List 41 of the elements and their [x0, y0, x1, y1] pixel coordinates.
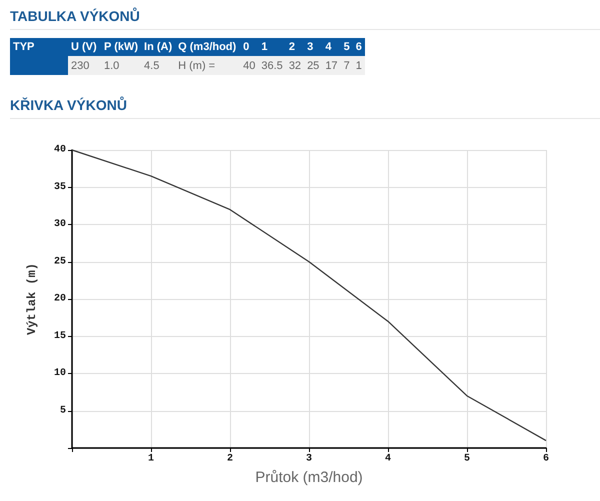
text: 230 — [68, 56, 101, 75]
text: 36.5 — [258, 56, 286, 75]
text: 3 — [304, 38, 322, 56]
text: H (m) = — [175, 56, 240, 75]
text: 0 — [240, 38, 258, 56]
y-tick-label: 35 — [54, 182, 66, 193]
x-tick-label: 6 — [542, 454, 550, 464]
x-tick-label: 4 — [384, 454, 392, 464]
y-axis-title: Výtlak (m) — [25, 262, 39, 336]
text: 32 — [286, 56, 304, 75]
text: 1 — [258, 38, 286, 56]
text: 5 — [340, 38, 353, 56]
x-tick-label: 2 — [226, 454, 234, 464]
text: 7 — [340, 56, 353, 75]
text: 4.5 — [141, 56, 176, 75]
x-tick-label: 5 — [464, 454, 470, 464]
text: 1.0 — [101, 56, 142, 75]
text: 4 — [322, 38, 341, 56]
text: P (kW) — [101, 38, 142, 56]
y-tick-label: 30 — [54, 219, 66, 230]
text: 40 — [240, 56, 258, 75]
x-axis-title: Průtok (m3/hod) — [255, 469, 363, 486]
y-tick-label: 20 — [54, 294, 66, 304]
y-tick-label: 5 — [60, 405, 66, 416]
text: Q (m3/hod) — [175, 38, 240, 56]
text: In (A) — [141, 38, 176, 56]
y-tick-label: 15 — [54, 330, 66, 342]
text: 17 — [322, 56, 341, 75]
y-tick-label: 25 — [54, 256, 66, 268]
x-tick-label: 3 — [306, 454, 312, 464]
text: TYP — [10, 38, 68, 56]
text: 25 — [304, 56, 322, 75]
text: U (V) — [68, 38, 101, 56]
chart-title: KŘIVKA VÝKONŮ — [10, 96, 600, 119]
text: 6 — [352, 38, 365, 56]
text: 1 — [352, 56, 365, 75]
y-tick-label: 10 — [54, 368, 66, 379]
y-tick-label: 40 — [54, 144, 66, 156]
x-tick-label: 1 — [148, 454, 154, 464]
text: TABULKA VÝKONŮ — [10, 7, 600, 30]
text: 2 — [286, 38, 304, 56]
